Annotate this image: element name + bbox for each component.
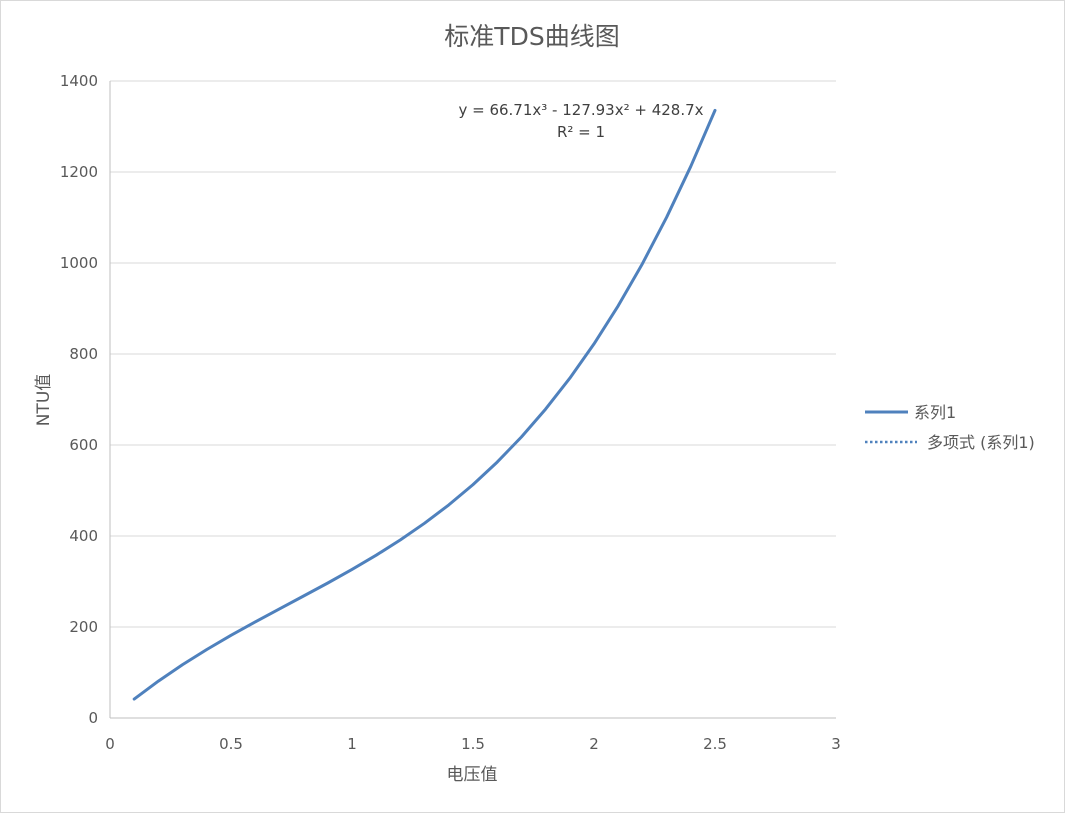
- y-tick-label: 0: [88, 709, 98, 727]
- series-layer: [132, 108, 717, 701]
- y-axis-title: NTU值: [34, 374, 54, 427]
- y-tick-labels: 0 200 400 600 800 1000 1200 1400: [60, 72, 98, 727]
- x-tick-label: 0.5: [219, 735, 243, 753]
- legend: 系列1 多项式 (系列1): [865, 403, 1035, 452]
- x-tick-label: 1.5: [461, 735, 485, 753]
- series-line-1: [132, 108, 717, 701]
- gridlines: [109, 80, 836, 719]
- y-tick-label: 400: [69, 527, 98, 545]
- legend-label-trendline: 多项式 (系列1): [927, 433, 1035, 452]
- x-tick-label: 2.5: [703, 735, 727, 753]
- x-tick-label: 2: [589, 735, 599, 753]
- x-tick-label: 0: [105, 735, 115, 753]
- x-tick-label: 3: [831, 735, 841, 753]
- trendline-equation: y = 66.71x³ - 127.93x² + 428.7x: [458, 101, 703, 119]
- y-tick-label: 1000: [60, 254, 98, 272]
- x-tick-label: 1: [347, 735, 357, 753]
- x-tick-labels: 0 0.5 1 1.5 2 2.5 3: [105, 735, 841, 753]
- y-tick-label: 600: [69, 436, 98, 454]
- y-tick-label: 1200: [60, 163, 98, 181]
- legend-label-series-1: 系列1: [914, 403, 956, 422]
- y-tick-label: 800: [69, 345, 98, 363]
- trendline-r-squared: R² = 1: [557, 123, 605, 141]
- chart-title: 标准TDS曲线图: [444, 22, 619, 51]
- y-tick-label: 200: [69, 618, 98, 636]
- x-axis-title: 电压值: [447, 765, 498, 785]
- y-tick-label: 1400: [60, 72, 98, 90]
